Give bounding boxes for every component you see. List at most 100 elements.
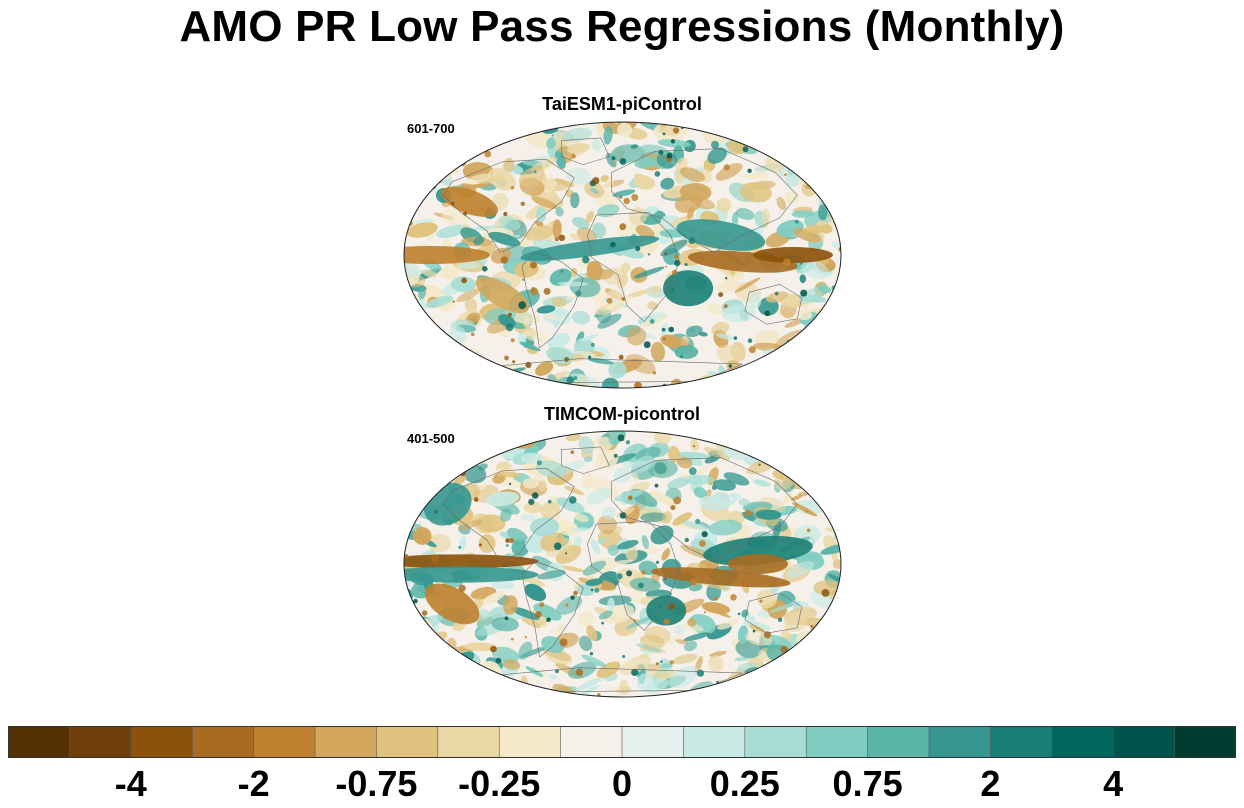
field-blob xyxy=(562,127,593,142)
field-blob xyxy=(783,122,803,132)
colorbar-tick-label: 4 xyxy=(1103,763,1124,804)
field-blob xyxy=(510,385,529,388)
colorbar-swatch xyxy=(192,726,255,758)
field-speckle xyxy=(649,319,655,324)
field-blob xyxy=(556,497,585,513)
field-blob xyxy=(404,456,429,477)
field-blob xyxy=(426,669,448,684)
colorbar-swatch xyxy=(1174,726,1237,758)
field-blob xyxy=(735,375,758,387)
colorbar-swatch xyxy=(437,726,500,758)
field-speckle xyxy=(619,223,627,231)
field-speckle xyxy=(408,607,417,616)
field-speckle xyxy=(452,300,455,303)
field-speckle xyxy=(622,655,626,658)
field-blob xyxy=(477,431,496,444)
field-speckle xyxy=(652,371,657,375)
field-band xyxy=(441,186,499,218)
field-blob xyxy=(477,482,487,490)
field-speckle xyxy=(409,469,415,475)
field-speckle xyxy=(826,167,830,170)
field-blob xyxy=(787,436,819,455)
field-speckle xyxy=(560,269,564,273)
field-blob xyxy=(498,375,529,388)
field-blob xyxy=(784,191,800,205)
field-speckle xyxy=(594,587,600,593)
field-blob xyxy=(638,312,666,322)
field-blob xyxy=(823,335,839,353)
field-speckle xyxy=(524,636,527,639)
field-speckle xyxy=(695,518,701,525)
coastline xyxy=(521,560,584,658)
field-band xyxy=(404,554,539,569)
field-speckle xyxy=(495,370,501,376)
field-blob xyxy=(716,197,732,213)
field-speckle xyxy=(495,657,502,664)
field-speckle xyxy=(525,361,532,368)
field-speckle xyxy=(663,618,670,625)
field-speckle xyxy=(404,431,408,434)
field-blob xyxy=(477,431,499,446)
field-blob xyxy=(555,519,579,537)
field-blob xyxy=(481,591,506,605)
field-blob xyxy=(550,627,563,636)
field-blob xyxy=(571,527,589,532)
field-speckle xyxy=(601,621,604,625)
field-blob xyxy=(800,356,809,367)
field-speckle xyxy=(701,531,708,538)
field-blob xyxy=(705,122,716,132)
field-blob xyxy=(820,543,841,555)
field-blob xyxy=(601,506,617,520)
field-blob xyxy=(518,641,533,660)
field-blob xyxy=(585,578,604,586)
field-blob xyxy=(590,539,601,555)
field-blob xyxy=(654,462,667,475)
field-blob xyxy=(609,686,623,692)
field-blob xyxy=(766,123,788,142)
field-blob xyxy=(783,459,800,474)
field-speckle xyxy=(654,483,659,488)
field-blob xyxy=(410,344,431,364)
coastline xyxy=(744,283,803,325)
field-blob xyxy=(630,144,639,149)
field-speckle xyxy=(794,219,799,224)
field-speckle xyxy=(655,560,660,564)
field-speckle xyxy=(767,438,775,446)
field-speckle xyxy=(551,134,555,137)
field-speckle xyxy=(528,498,535,505)
field-speckle xyxy=(680,355,683,358)
field-speckle xyxy=(696,669,705,677)
field-speckle xyxy=(723,164,730,171)
coastline xyxy=(587,212,680,322)
colorbar-swatch xyxy=(867,726,930,758)
field-blob xyxy=(783,492,793,504)
field-blob xyxy=(565,433,582,442)
field-blob xyxy=(646,678,669,694)
field-blob xyxy=(440,133,460,144)
field-speckle xyxy=(658,149,664,155)
field-blob xyxy=(463,642,498,652)
field-blob xyxy=(800,679,830,689)
colorbar-tick-label: -4 xyxy=(114,763,147,804)
field-blob xyxy=(566,167,592,185)
field-blob xyxy=(502,659,521,671)
field-speckle xyxy=(752,629,756,633)
field-blob xyxy=(738,498,750,506)
field-band xyxy=(727,554,788,574)
field-speckle xyxy=(800,289,808,297)
field-blob xyxy=(829,306,841,316)
field-blob xyxy=(716,685,739,697)
colorbar-swatches xyxy=(8,726,1237,758)
field-blob xyxy=(633,266,665,279)
field-speckle xyxy=(590,342,595,347)
field-blob xyxy=(476,615,495,628)
field-speckle xyxy=(839,524,841,531)
field-speckle xyxy=(482,266,488,272)
colorbar-swatch xyxy=(130,726,193,758)
field-blob xyxy=(650,341,666,362)
field-speckle xyxy=(619,512,627,519)
field-blob xyxy=(635,224,655,240)
field-speckle xyxy=(621,297,626,301)
field-blob xyxy=(597,515,618,534)
field-blob xyxy=(799,441,812,458)
